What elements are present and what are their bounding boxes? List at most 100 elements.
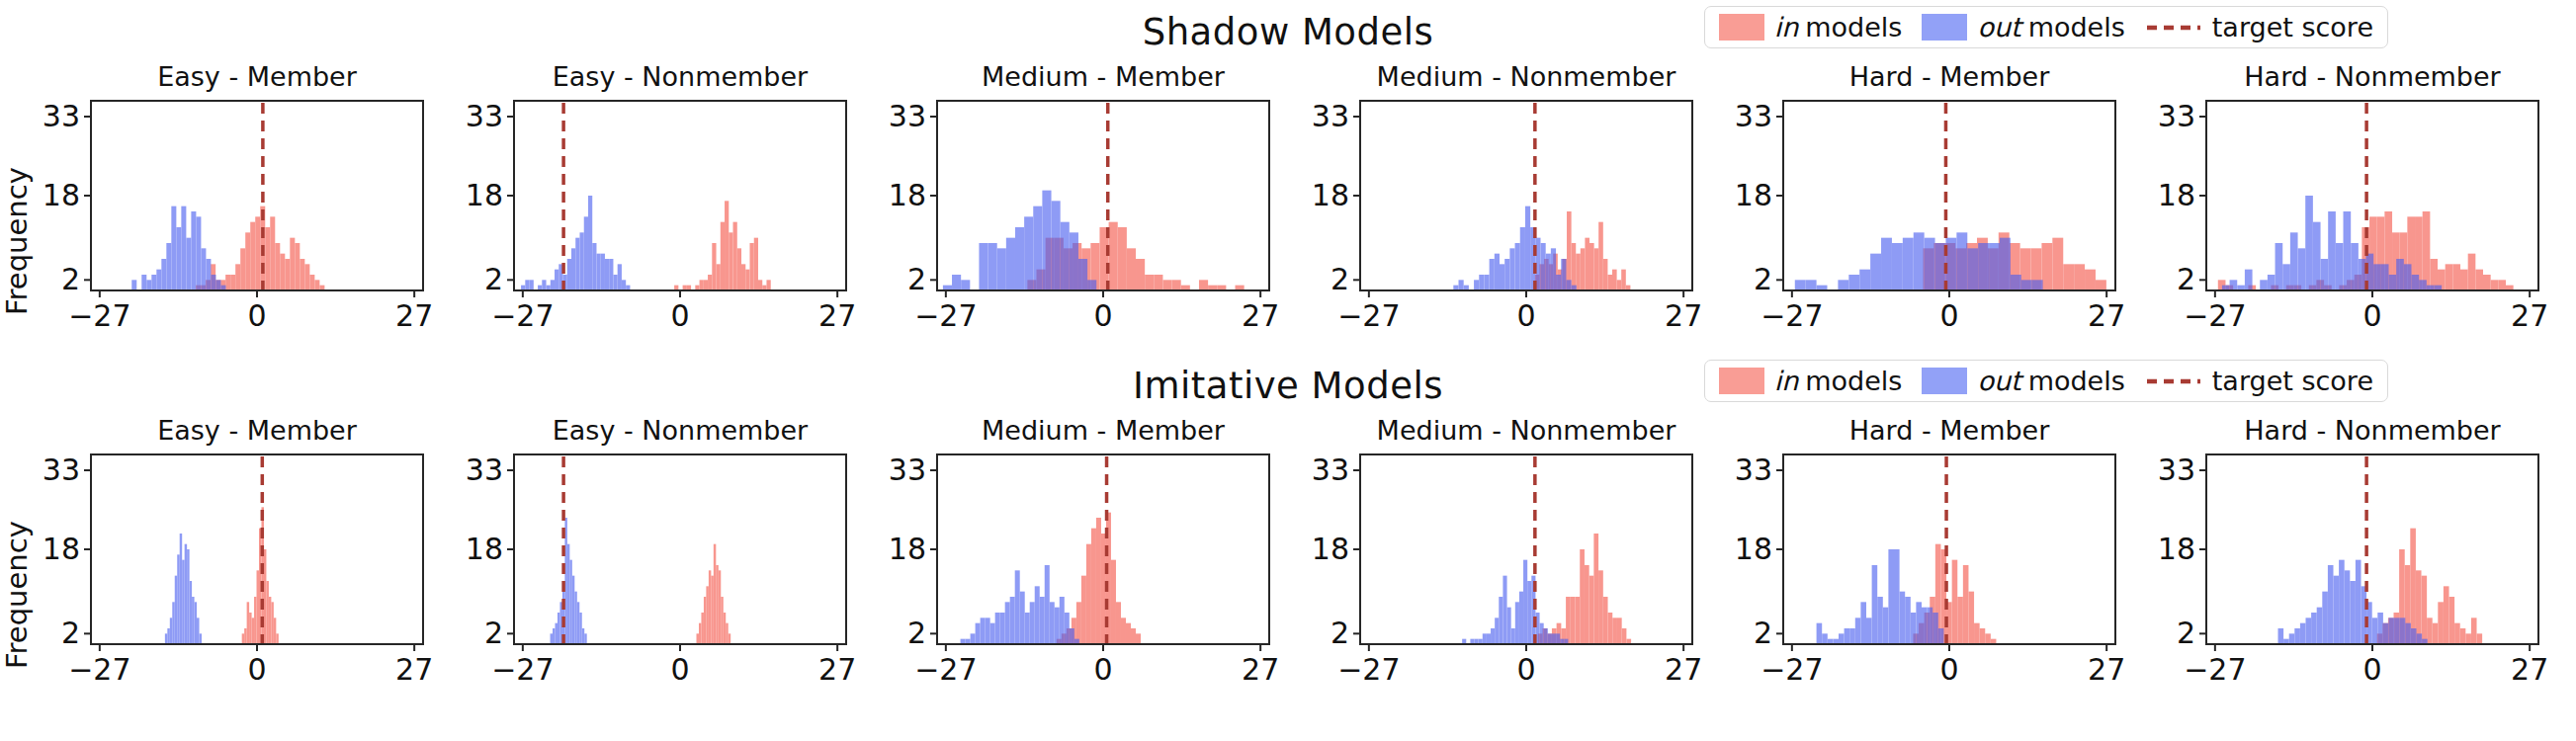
out-models-bars	[551, 518, 587, 644]
y-tick-label: 33	[466, 99, 503, 133]
subplot-easy-member: Easy - Member−2702733182	[32, 415, 455, 690]
histogram-canvas: −2702733182	[1724, 449, 2139, 686]
in-models-swatch	[1719, 368, 1764, 394]
x-tick-label: −27	[1760, 652, 1823, 686]
x-tick-label: 27	[395, 652, 433, 686]
in-models-swatch	[1719, 14, 1764, 41]
y-tick-label: 2	[484, 262, 503, 296]
x-tick-label: −27	[491, 652, 554, 686]
y-tick-label: 33	[1312, 453, 1349, 487]
x-tick-label: 27	[818, 652, 856, 686]
y-tick-label: 18	[466, 532, 503, 566]
y-tick-label: 18	[889, 532, 926, 566]
y-tick-label: 18	[1312, 178, 1349, 212]
subplot-medium-member: Medium - Member−2702733182	[878, 415, 1301, 690]
x-tick-label: 0	[1939, 298, 1958, 332]
row-title-shadow: Shadow Models	[1143, 11, 1434, 53]
in-italic: in	[1774, 12, 1799, 42]
legend-item-out-models: out models	[1922, 366, 2124, 396]
legend-item-in-models: inmodels	[1719, 12, 1903, 42]
x-tick-label: 27	[2511, 298, 2548, 332]
out-italic: out	[1977, 12, 2020, 42]
y-tick-label: 18	[1312, 532, 1349, 566]
out-models-bars	[943, 191, 1096, 290]
in-models-word: models	[1805, 366, 1902, 396]
target-score-dash-icon	[2145, 23, 2202, 33]
x-tick-label: 27	[818, 298, 856, 332]
histogram-canvas: −2702733182	[1301, 449, 1716, 686]
subplot-title: Medium - Member	[937, 415, 1269, 449]
histogram-canvas: −2702733182	[1301, 95, 1716, 332]
x-tick-label: 0	[247, 652, 266, 686]
subplot-easy-nonmember: Easy - Nonmember−2702733182	[455, 415, 878, 690]
x-tick-label: 0	[247, 298, 266, 332]
axes-frame	[2206, 454, 2538, 644]
y-tick-label: 2	[907, 262, 926, 296]
figure: Shadow Models inmodels outmodels target …	[0, 0, 2576, 741]
imitative-models-section: Imitative Models inmodels out models targ…	[0, 358, 2576, 690]
y-tick-label: 33	[889, 99, 926, 133]
histogram-canvas: −2702733182	[878, 95, 1293, 332]
y-tick-label: 2	[2177, 616, 2195, 650]
y-tick-label: 18	[889, 178, 926, 212]
histogram-canvas: −2702733182	[1724, 95, 2139, 332]
out-italic: out	[1977, 366, 2020, 396]
panels-row-0: Easy - Member −27 0 27 33 18 2 Easy - Nonmember…	[32, 61, 2576, 336]
legend-item-in-models: inmodels	[1719, 366, 1903, 396]
legend-shadow: inmodels outmodels target score	[1704, 6, 2388, 48]
x-tick-label: −27	[1337, 652, 1400, 686]
histogram-canvas: −2702733182	[455, 95, 870, 332]
subplot-title: Easy - Member	[91, 415, 423, 449]
out-models-label: outmodels	[1977, 12, 2124, 42]
out-models-bars	[165, 534, 202, 644]
out-models-bars	[521, 196, 630, 290]
subplot-title: Hard - Member	[1783, 61, 2115, 95]
x-tick-label: 0	[1516, 652, 1535, 686]
x-tick-label: 27	[2088, 298, 2125, 332]
in-models-bars	[1538, 534, 1631, 644]
x-tick-label: −27	[914, 298, 977, 332]
subplot-title: Medium - Nonmember	[1360, 61, 1692, 95]
histogram-canvas: −2702733182	[878, 449, 1293, 686]
x-tick-label: 27	[395, 298, 433, 332]
y-tick-label: 33	[1312, 99, 1349, 133]
x-tick-label: 0	[670, 652, 689, 686]
row-title-imitative: Imitative Models	[1133, 365, 1443, 407]
subplot-hard-member: Hard - Member−2702733182	[1724, 415, 2147, 690]
out-models-word: models	[2028, 366, 2125, 396]
histogram-canvas: −2702733182	[32, 95, 447, 332]
x-tick-label: 27	[1665, 652, 1702, 686]
y-tick-label: 2	[61, 616, 80, 650]
subplot-title: Easy - Nonmember	[514, 415, 846, 449]
panels-row-1: Easy - Member−2702733182Easy - Nonmember…	[32, 415, 2576, 690]
subplot-title: Easy - Member	[91, 61, 423, 95]
x-tick-label: −27	[2184, 652, 2246, 686]
y-tick-label: 18	[466, 178, 503, 212]
shadow-models-section: Shadow Models inmodels outmodels target …	[0, 4, 2576, 336]
x-tick-label: 27	[2088, 652, 2125, 686]
y-tick-label: 2	[1754, 262, 1772, 296]
y-tick-label: 2	[1331, 262, 1349, 296]
subplot-hard-member: Hard - Member−2702733182	[1724, 61, 2147, 336]
x-tick-label: 27	[1242, 652, 1279, 686]
histogram-canvas: −2702733182	[2147, 95, 2562, 332]
x-tick-label: 0	[2362, 298, 2381, 332]
histogram-canvas: −2702733182	[455, 449, 870, 686]
x-tick-label: −27	[1337, 298, 1400, 332]
legend-item-target-score: target score	[2145, 366, 2373, 396]
target-score-label: target score	[2212, 12, 2373, 42]
subplot-title: Easy - Nonmember	[514, 61, 846, 95]
subplot-medium-nonmember: Medium - Nonmember−2702733182	[1301, 61, 1724, 336]
in-models-bars	[242, 507, 279, 644]
subplot-easy-member: Easy - Member−2702733182	[32, 61, 455, 336]
y-tick-label: 18	[2158, 178, 2195, 212]
legend-item-out-models: outmodels	[1922, 12, 2124, 42]
y-tick-label: 33	[1735, 99, 1772, 133]
shadow-models-header: Shadow Models inmodels outmodels target …	[0, 4, 2576, 59]
y-tick-label: 33	[43, 453, 80, 487]
subplot-title: Medium - Member	[937, 61, 1269, 95]
legend-item-target-score: target score	[2145, 12, 2373, 42]
y-tick-label: 33	[889, 453, 926, 487]
out-models-bars	[1453, 206, 1576, 290]
x-tick-label: 0	[2362, 652, 2381, 686]
